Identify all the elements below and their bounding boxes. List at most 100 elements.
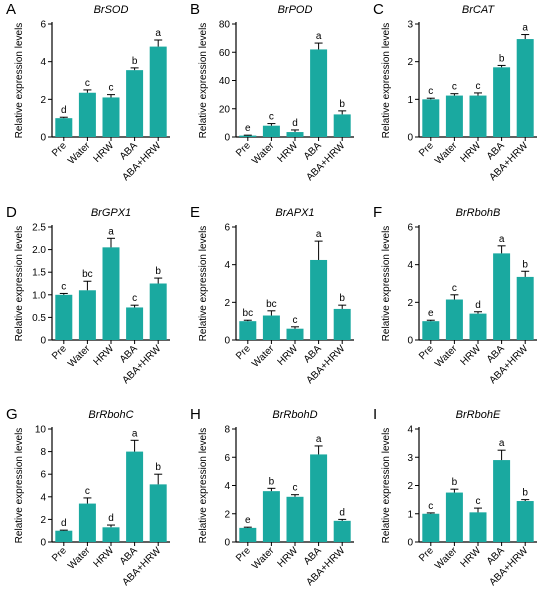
panel-letter: F — [373, 204, 382, 221]
bar-aba-hrw — [333, 520, 351, 542]
y-tick-label: 80 — [219, 20, 231, 31]
panel-letter: C — [373, 1, 384, 18]
significance-letter: e — [245, 515, 251, 526]
bar-aba-hrw — [516, 39, 534, 137]
significance-letter: c — [85, 78, 90, 89]
y-tick-label: 6 — [40, 470, 46, 481]
panel-letter: E — [190, 204, 200, 221]
significance-letter: c — [476, 81, 481, 92]
chart-title: BrAPX1 — [275, 207, 314, 219]
y-tick-label: 0 — [407, 133, 413, 144]
bar-aba — [493, 460, 511, 542]
chart-title: BrRbohB — [456, 207, 501, 219]
y-tick-label: 0 — [224, 336, 230, 347]
y-axis-label: Relative expression levels — [381, 23, 392, 139]
y-tick-label: 3 — [407, 453, 413, 464]
x-tick-label: HRW — [459, 545, 484, 570]
bar-pre — [239, 321, 257, 340]
significance-letter: d — [108, 513, 114, 524]
x-tick-label: Pre — [417, 545, 436, 564]
y-tick-label: 0 — [40, 133, 46, 144]
x-tick-label: Pre — [234, 343, 253, 362]
y-tick-label: 10 — [35, 425, 47, 436]
y-tick-label: 1.0 — [32, 290, 46, 301]
significance-letter: bc — [266, 299, 277, 310]
bar-hrw — [469, 313, 487, 340]
significance-letter: e — [428, 308, 434, 319]
significance-letter: c — [109, 83, 114, 94]
significance-letter: b — [132, 56, 138, 67]
y-tick-label: 20 — [219, 104, 231, 115]
x-tick-label: Water — [433, 545, 460, 572]
panel-letter: I — [373, 406, 377, 423]
y-tick-label: 2 — [224, 509, 230, 520]
y-tick-label: 6 — [40, 20, 46, 31]
bar-hrw — [286, 496, 304, 542]
bar-aba — [126, 307, 144, 340]
bar-water — [445, 95, 463, 137]
y-tick-label: 2 — [224, 298, 230, 309]
x-tick-label: HRW — [459, 140, 484, 165]
significance-letter: a — [316, 229, 322, 240]
significance-letter: b — [452, 477, 458, 488]
chart-panel-f: F BrRbohB Relative expression levels 0 2 4 6 e P… — [373, 204, 537, 386]
y-axis-label: Relative expression levels — [14, 23, 25, 139]
x-tick-label: Pre — [234, 545, 253, 564]
chart-panel-a: A BrSOD Relative expression levels 0 2 4 6 d Pre… — [6, 1, 170, 183]
bar-pre — [422, 99, 440, 137]
y-tick-label: 6 — [224, 453, 230, 464]
significance-letter: b — [522, 259, 528, 270]
chart-panel-i: I BrRbohE Relative expression levels 0 1 2 3 4 c… — [373, 406, 537, 588]
y-tick-label: 1.5 — [32, 268, 46, 279]
significance-letter: d — [475, 300, 481, 311]
panel-letter: G — [6, 406, 18, 423]
bar-water — [78, 503, 96, 542]
x-tick-label: HRW — [276, 343, 301, 368]
y-tick-label: 0 — [40, 538, 46, 549]
significance-letter: c — [293, 315, 298, 326]
significance-letter: d — [61, 518, 67, 529]
y-tick-label: 1 — [407, 95, 413, 106]
y-axis-label: Relative expression levels — [381, 226, 392, 342]
significance-letter: b — [269, 476, 275, 487]
significance-letter: bc — [243, 308, 254, 319]
y-tick-label: 2.5 — [32, 223, 46, 234]
panel-letter: D — [6, 204, 17, 221]
bar-aba-hrw — [149, 484, 167, 542]
bar-pre — [239, 527, 257, 542]
bar-pre — [422, 513, 440, 542]
significance-letter: b — [339, 293, 345, 304]
bar-aba-hrw — [516, 276, 534, 340]
bar-aba-hrw — [149, 283, 167, 340]
panel-letter: A — [6, 1, 16, 18]
chart-panel-g: G BrRbohC Relative expression levels 0 2 4 6 8 1… — [6, 406, 170, 588]
significance-letter: c — [269, 112, 274, 123]
chart-title: BrGPX1 — [91, 207, 131, 219]
significance-letter: c — [132, 293, 137, 304]
significance-letter: e — [245, 123, 251, 134]
bar-aba-hrw — [333, 308, 351, 340]
y-tick-label: 8 — [40, 447, 46, 458]
y-tick-label: 0.5 — [32, 313, 46, 324]
bar-aba — [493, 253, 511, 340]
bar-hrw — [469, 512, 487, 542]
bar-hrw — [102, 97, 120, 137]
x-tick-label: Pre — [417, 343, 436, 362]
y-tick-label: 6 — [224, 223, 230, 234]
x-tick-label: Water — [66, 140, 93, 167]
x-tick-label: HRW — [276, 545, 301, 570]
panel-letter: B — [190, 1, 200, 18]
y-tick-label: 2.0 — [32, 245, 46, 256]
x-tick-label: HRW — [92, 545, 117, 570]
x-tick-label: HRW — [459, 343, 484, 368]
y-tick-label: 4 — [224, 481, 230, 492]
y-tick-label: 4 — [407, 260, 413, 271]
significance-letter: d — [292, 118, 298, 129]
significance-letter: a — [132, 428, 138, 439]
bar-pre — [55, 118, 73, 137]
significance-letter: c — [452, 283, 457, 294]
bar-aba — [126, 451, 144, 542]
bar-pre — [239, 135, 257, 137]
y-tick-label: 4 — [407, 425, 413, 436]
